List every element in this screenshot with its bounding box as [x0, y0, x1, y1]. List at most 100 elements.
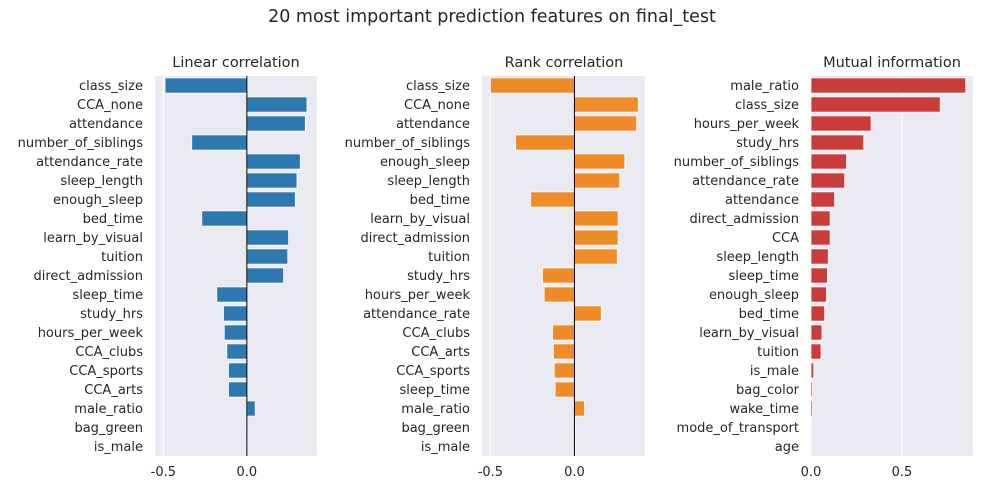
bar [216, 286, 248, 303]
bar [490, 77, 575, 94]
category-label: enough_sleep [709, 288, 799, 303]
category-label: tuition [428, 250, 470, 265]
category-label: sleep_time [72, 288, 143, 303]
x-tick-label: 0.0 [801, 465, 822, 480]
category-label: male_ratio [401, 402, 470, 417]
bar [246, 115, 306, 132]
category-label: age [775, 440, 799, 455]
plot-area [811, 76, 973, 456]
bars [490, 76, 639, 456]
bars [810, 77, 967, 417]
category-label: is_male [421, 440, 470, 455]
bar [554, 381, 575, 398]
category-label: bed_time [739, 307, 799, 322]
category-label: sleep_length [60, 174, 143, 189]
bar [810, 343, 822, 360]
category-label: CCA_clubs [402, 326, 470, 341]
category-label: CCA_arts [84, 383, 143, 398]
bar [810, 305, 826, 322]
category-label: bed_time [83, 212, 143, 227]
bar [810, 115, 872, 132]
category-label: direct_admission [33, 269, 143, 284]
bar [246, 153, 301, 170]
bar [810, 134, 865, 151]
panel-rank-correlation: Rank correlation class_size CCA_noneatten… [345, 55, 645, 480]
bar [810, 400, 813, 417]
bar [542, 267, 575, 284]
category-label: direct_admission [689, 212, 799, 227]
bar [574, 115, 637, 132]
bar [552, 324, 575, 341]
bar [574, 96, 639, 113]
category-label: attendance_rate [36, 155, 143, 170]
category-label: direct_admission [360, 231, 470, 246]
bar [574, 172, 621, 189]
bar [574, 210, 619, 227]
category-label: sleep_time [728, 269, 799, 284]
category-label: is_male [94, 440, 143, 455]
bar [810, 381, 813, 398]
bar [228, 362, 248, 379]
bar [810, 362, 815, 379]
bar [810, 229, 831, 246]
bar [553, 343, 575, 360]
bar [246, 267, 284, 284]
plot-area [155, 76, 317, 456]
bar [574, 229, 619, 246]
category-label: hours_per_week [694, 117, 800, 132]
category-label: sleep_length [716, 250, 799, 265]
bar [574, 305, 602, 322]
subplot-title: Mutual information [823, 55, 961, 71]
bar [246, 172, 298, 189]
category-label: study_hrs [80, 307, 143, 322]
category-labels: class_size CCA_none attendance number_of_si… [345, 79, 471, 455]
category-label: bag_color [736, 383, 800, 398]
bar [810, 210, 831, 227]
category-label: CCA_none [77, 98, 143, 113]
category-label: learn_by_visual [370, 212, 470, 227]
category-label: CCA_clubs [75, 345, 143, 360]
bar [810, 286, 827, 303]
category-label: wake_time [729, 402, 799, 417]
bar [246, 400, 256, 417]
bar [246, 229, 290, 246]
plot-area [482, 76, 645, 456]
bar [515, 134, 575, 151]
category-label: mode_of_transport [677, 421, 799, 436]
bar [164, 77, 248, 94]
category-label: CCA_none [404, 98, 470, 113]
bar [810, 77, 967, 94]
bar [543, 286, 575, 303]
category-label: is_male [750, 364, 799, 379]
category-label: attendance_rate [363, 307, 470, 322]
category-label: tuition [101, 250, 143, 265]
bar [574, 153, 626, 170]
subplot-title: Linear correlation [172, 55, 299, 71]
x-tick-label: 0.0 [564, 465, 585, 480]
bar [228, 381, 248, 398]
category-label: enough_sleep [53, 193, 143, 208]
bar [810, 153, 847, 170]
bar [574, 400, 585, 417]
x-tick-label: 0.5 [892, 465, 913, 480]
category-label: number_of_siblings [345, 136, 471, 151]
category-label: CCA_sports [69, 364, 143, 379]
category-label: bed_time [410, 193, 470, 208]
bar [810, 191, 836, 208]
category-label: attendance [725, 193, 799, 208]
bar [223, 324, 248, 341]
category-label: bag_green [401, 421, 470, 436]
bar [810, 172, 846, 189]
category-label: enough_sleep [380, 155, 470, 170]
subplot-title: Rank correlation [505, 55, 624, 71]
bar [246, 248, 289, 265]
bar [201, 210, 248, 227]
bar [223, 305, 248, 322]
bars [164, 76, 308, 456]
category-label: CCA [772, 231, 799, 246]
bar [246, 96, 308, 113]
category-label: sleep_length [387, 174, 470, 189]
bar [191, 134, 248, 151]
category-label: study_hrs [736, 136, 799, 151]
category-label: hours_per_week [365, 288, 471, 303]
